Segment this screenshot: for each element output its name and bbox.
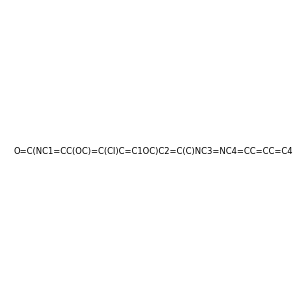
Text: O=C(NC1=CC(OC)=C(Cl)C=C1OC)C2=C(C)NC3=NC4=CC=CC=C4: O=C(NC1=CC(OC)=C(Cl)C=C1OC)C2=C(C)NC3=NC… (14, 147, 293, 156)
